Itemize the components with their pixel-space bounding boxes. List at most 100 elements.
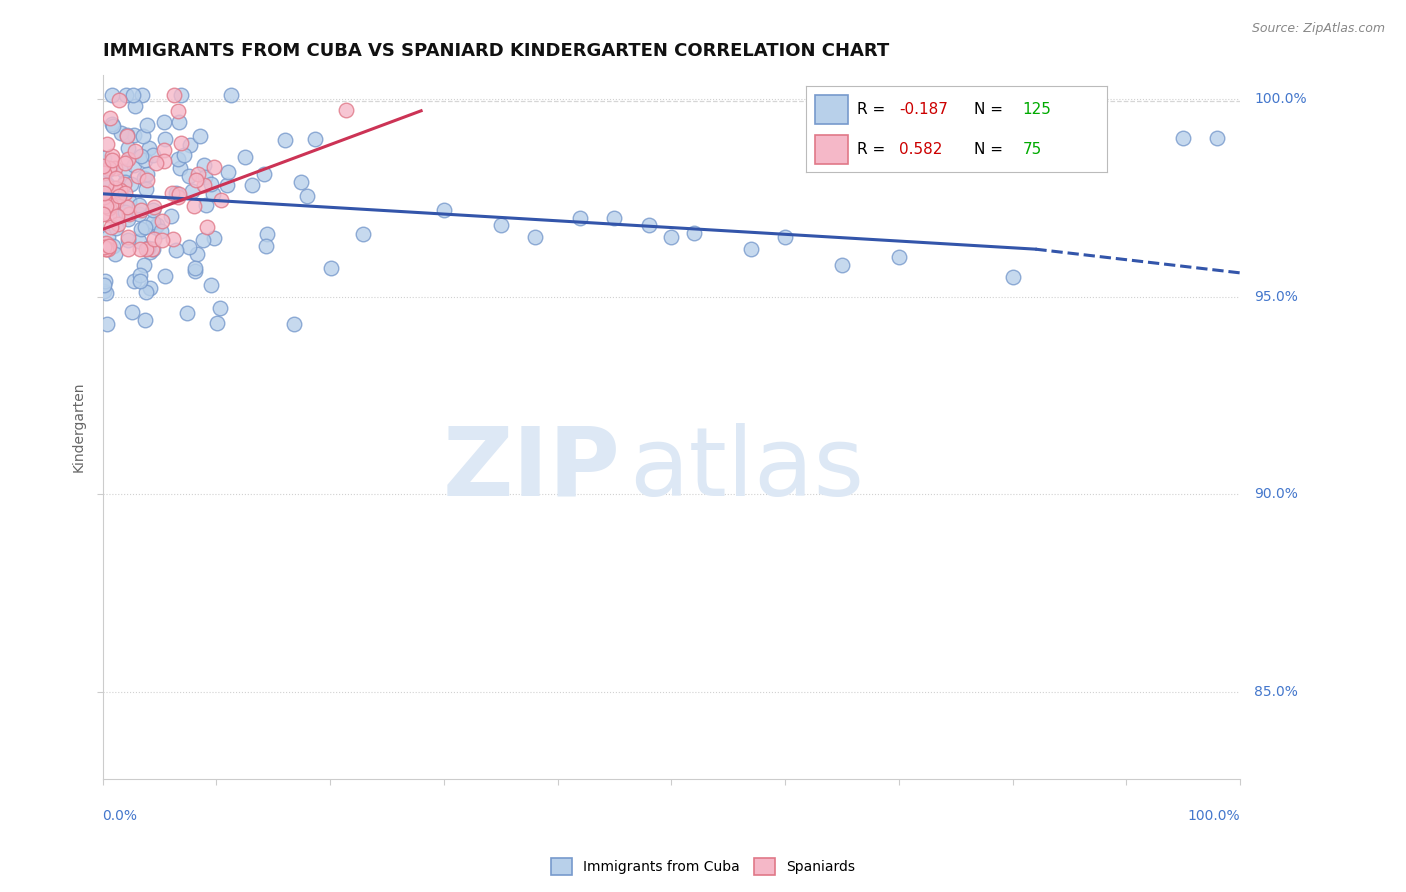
Point: [107, 218, 129, 232]
Point: [167, 187, 190, 202]
Point: [107, 193, 129, 207]
Point: [105, 194, 128, 209]
Point: [107, 188, 129, 202]
Point: [138, 140, 160, 154]
Text: 90.0%: 90.0%: [1254, 487, 1298, 501]
Point: [117, 229, 139, 244]
Point: [233, 151, 256, 165]
Point: [163, 87, 186, 102]
Point: [153, 115, 176, 129]
Point: [179, 137, 201, 152]
Point: [1173, 131, 1195, 145]
Text: IMMIGRANTS FROM CUBA VS SPANIARD KINDERGARTEN CORRELATION CHART: IMMIGRANTS FROM CUBA VS SPANIARD KINDERG…: [103, 42, 889, 60]
Point: [118, 207, 141, 221]
Point: [152, 153, 174, 168]
Point: [114, 204, 136, 219]
Point: [97, 201, 120, 215]
Point: [97, 208, 120, 222]
Point: [114, 156, 136, 170]
Point: [139, 281, 162, 295]
Point: [274, 133, 297, 147]
Point: [128, 197, 150, 211]
Point: [121, 87, 143, 102]
Point: [101, 239, 124, 253]
Point: [108, 206, 131, 220]
Point: [115, 200, 138, 214]
Point: [162, 232, 184, 246]
Point: [110, 126, 132, 140]
Point: [184, 173, 207, 187]
Point: [112, 178, 135, 192]
Point: [200, 278, 222, 293]
Point: [155, 269, 177, 284]
Point: [194, 197, 217, 211]
Point: [115, 128, 138, 143]
Point: [169, 161, 191, 176]
Point: [96, 238, 118, 252]
Point: [142, 231, 165, 245]
Point: [179, 169, 201, 184]
Point: [117, 152, 139, 166]
Point: [183, 199, 205, 213]
Point: [101, 117, 124, 131]
Point: [740, 242, 762, 256]
Text: 0.0%: 0.0%: [103, 809, 138, 823]
Point: [93, 191, 115, 205]
Point: [433, 202, 456, 217]
Point: [173, 148, 195, 162]
Point: [134, 153, 156, 167]
Point: [114, 87, 136, 102]
Point: [659, 230, 682, 244]
Point: [256, 227, 278, 242]
Point: [93, 278, 115, 293]
Point: [91, 159, 114, 173]
Point: [94, 242, 117, 256]
Point: [105, 221, 128, 235]
Point: [176, 306, 198, 320]
Point: [209, 301, 232, 316]
Point: [297, 189, 319, 203]
Point: [98, 111, 121, 125]
Point: [152, 233, 174, 247]
Point: [170, 87, 193, 102]
Point: [193, 158, 215, 172]
Point: [142, 200, 165, 214]
Point: [132, 170, 155, 185]
Point: [187, 167, 209, 181]
Text: 95.0%: 95.0%: [1254, 290, 1298, 303]
Text: 100.0%: 100.0%: [1188, 809, 1240, 823]
Text: 100.0%: 100.0%: [1254, 92, 1306, 106]
Point: [205, 316, 228, 330]
Point: [93, 151, 115, 165]
Point: [93, 197, 115, 211]
Point: [122, 274, 145, 288]
Point: [195, 219, 218, 234]
Point: [104, 181, 127, 195]
Point: [97, 161, 120, 176]
Point: [96, 178, 118, 193]
Point: [177, 240, 200, 254]
Point: [97, 229, 120, 244]
Point: [134, 313, 156, 327]
Point: [94, 242, 117, 256]
Point: [110, 186, 132, 201]
Point: [165, 243, 187, 257]
Point: [145, 155, 167, 169]
Text: Source: ZipAtlas.com: Source: ZipAtlas.com: [1251, 22, 1385, 36]
Point: [117, 211, 139, 226]
Point: [117, 140, 139, 154]
Point: [124, 145, 146, 159]
Point: [93, 189, 115, 203]
Point: [128, 274, 150, 288]
Point: [129, 149, 152, 163]
Point: [1001, 269, 1024, 284]
Point: [93, 240, 115, 254]
Point: [112, 163, 135, 178]
Text: 85.0%: 85.0%: [1254, 685, 1298, 699]
Point: [489, 219, 512, 233]
Point: [129, 268, 152, 282]
Point: [120, 177, 142, 191]
Point: [194, 169, 217, 184]
Text: atlas: atlas: [630, 423, 865, 516]
Point: [145, 220, 167, 235]
